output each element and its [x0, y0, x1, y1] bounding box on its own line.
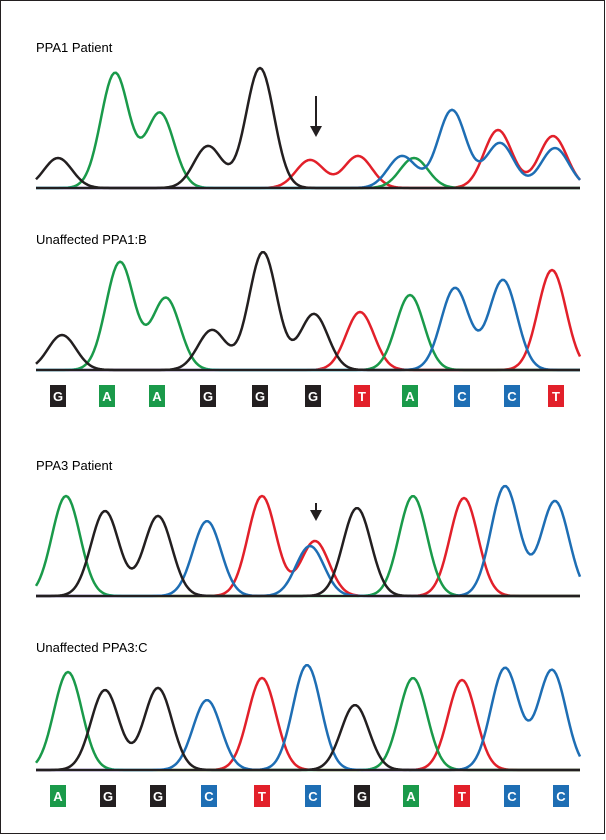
- base-label: T: [458, 789, 466, 804]
- base-label: A: [53, 789, 63, 804]
- base-label: A: [405, 389, 415, 404]
- base-label: G: [203, 389, 213, 404]
- base-label: A: [102, 389, 112, 404]
- panel-title: Unaffected PPA1:B: [36, 232, 147, 247]
- base-label: G: [357, 789, 367, 804]
- base-label: G: [308, 389, 318, 404]
- base-label: T: [358, 389, 366, 404]
- base-label: C: [204, 789, 214, 804]
- panel-title: Unaffected PPA3:C: [36, 640, 148, 655]
- base-label: C: [507, 389, 517, 404]
- base-label: C: [556, 789, 566, 804]
- figure: PPA1 Patient Unaffected PPA1:B PPA3 Pati…: [0, 0, 606, 835]
- base-label: A: [152, 389, 162, 404]
- base-label: G: [255, 389, 265, 404]
- base-label: G: [153, 789, 163, 804]
- panel-title: PPA1 Patient: [36, 40, 113, 55]
- base-label: C: [308, 789, 318, 804]
- base-label: T: [258, 789, 266, 804]
- base-label: C: [457, 389, 467, 404]
- frame: [1, 1, 605, 834]
- base-label: G: [53, 389, 63, 404]
- base-label: T: [552, 389, 560, 404]
- panel-title: PPA3 Patient: [36, 458, 113, 473]
- base-label: G: [103, 789, 113, 804]
- base-label: A: [406, 789, 416, 804]
- base-label: C: [507, 789, 517, 804]
